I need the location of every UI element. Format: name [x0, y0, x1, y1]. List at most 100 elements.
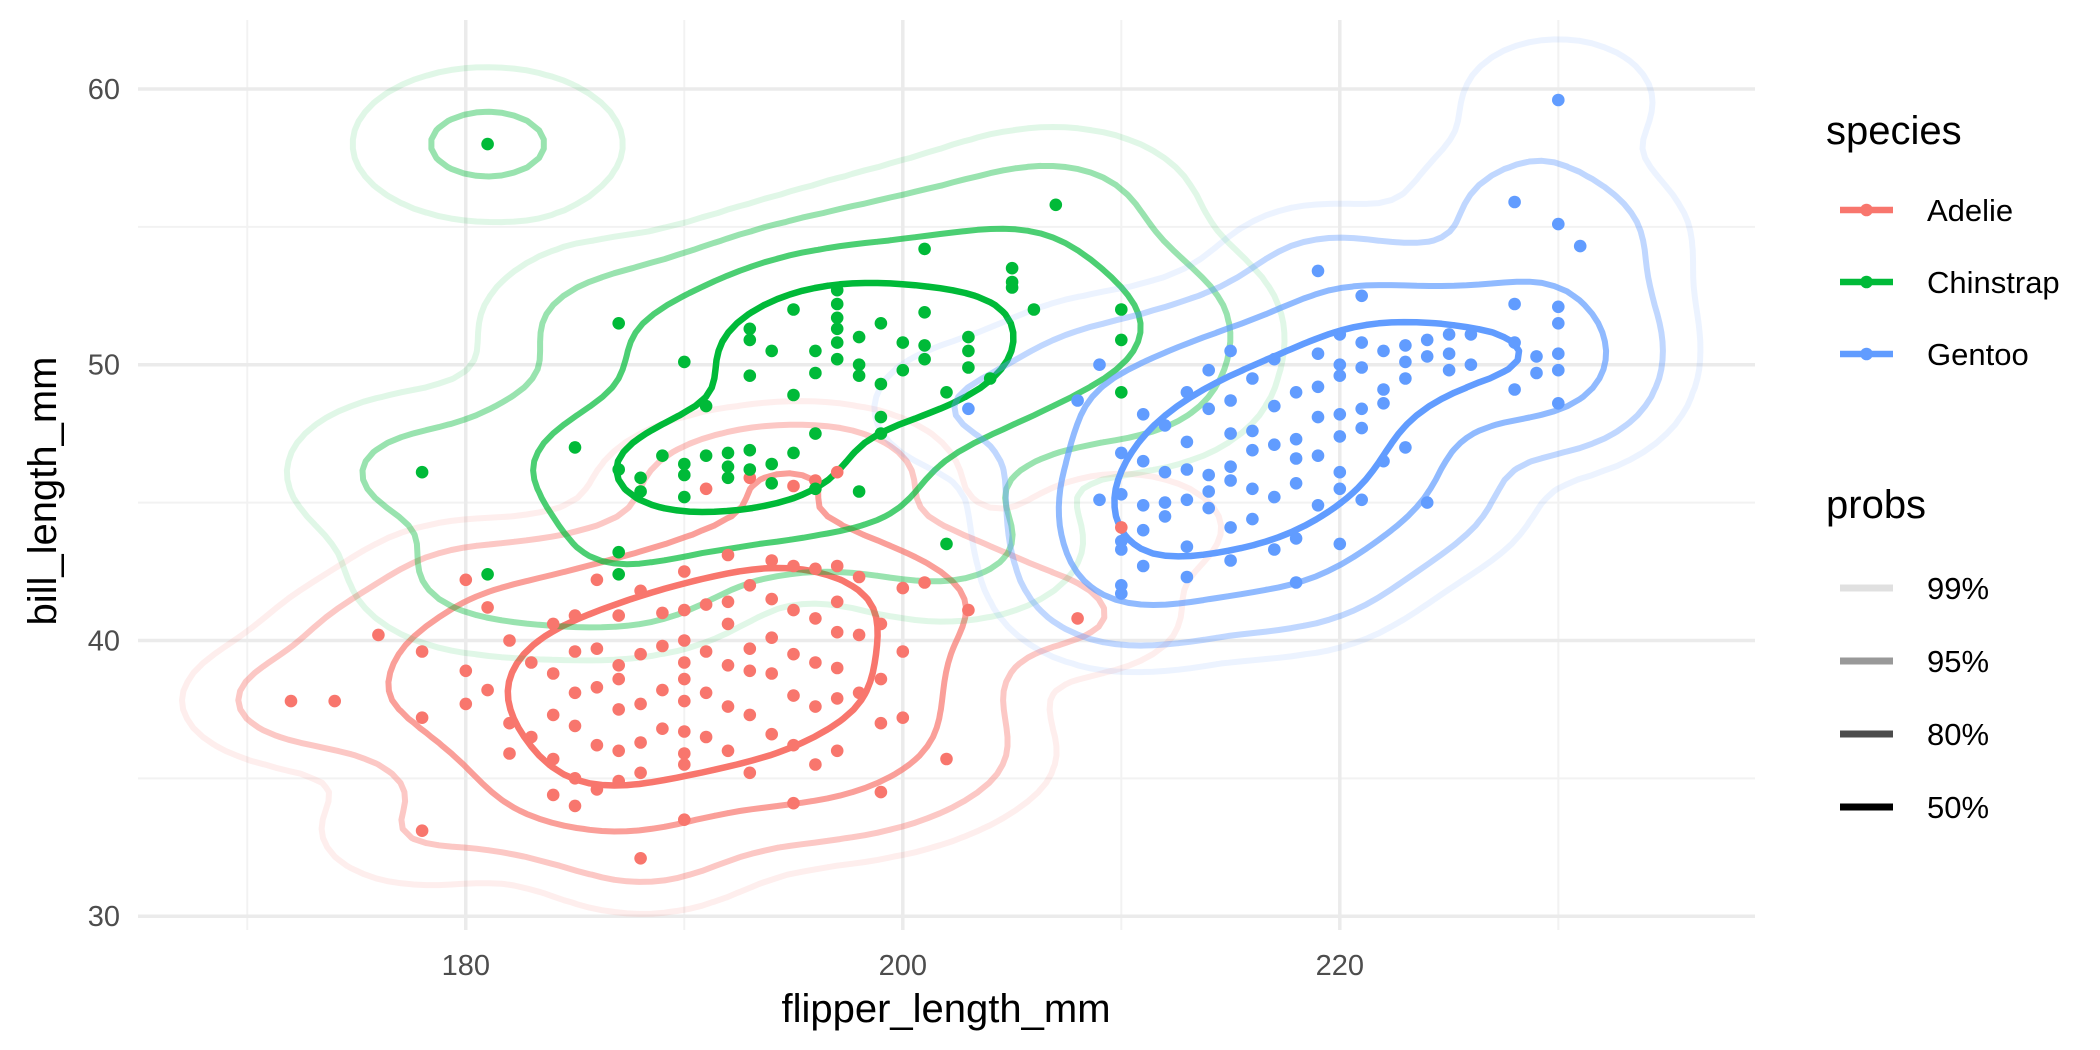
point-chinstrap — [612, 463, 625, 476]
point-chinstrap — [874, 317, 888, 330]
y-tick-label: 30 — [88, 901, 120, 933]
point-gentoo — [1136, 523, 1150, 537]
point-chinstrap — [699, 399, 713, 413]
contour-gentoo-95pct — [951, 157, 1666, 649]
point-gentoo — [1333, 358, 1347, 372]
point-adelie — [459, 573, 473, 587]
point-gentoo — [1136, 499, 1150, 512]
point-chinstrap — [721, 471, 735, 485]
legend-label-prob: 99% — [1927, 571, 1989, 606]
point-gentoo — [1158, 419, 1172, 432]
point-gentoo — [1442, 363, 1456, 377]
point-adelie — [765, 554, 778, 567]
point-chinstrap — [634, 485, 647, 498]
point-adelie — [787, 479, 800, 493]
point-adelie — [546, 617, 560, 631]
point-chinstrap — [481, 137, 494, 151]
point-gentoo — [1442, 347, 1456, 361]
point-adelie — [918, 576, 931, 589]
contour-adelie-50pct — [504, 564, 881, 789]
point-adelie — [415, 645, 429, 658]
point-chinstrap — [874, 410, 888, 424]
point-gentoo — [1508, 383, 1521, 396]
point-gentoo — [1180, 570, 1194, 584]
point-adelie — [830, 559, 844, 573]
legend-species-entries: Adelie Chinstrap Gentoo — [1840, 193, 2060, 372]
point-chinstrap — [983, 372, 997, 385]
contour-gentoo-99pct — [871, 36, 1704, 676]
point-adelie — [1071, 612, 1084, 625]
point-gentoo — [1268, 399, 1281, 413]
point-chinstrap — [918, 339, 931, 352]
contour-chinstrap-80pct — [530, 225, 1144, 568]
point-adelie — [830, 661, 844, 675]
y-tick-label: 50 — [88, 350, 120, 382]
point-chinstrap — [896, 363, 910, 377]
point-adelie — [503, 634, 516, 647]
legend-label-chinstrap: Chinstrap — [1927, 265, 2060, 300]
point-gentoo — [1093, 358, 1106, 372]
point-chinstrap — [721, 446, 735, 460]
point-adelie — [568, 645, 582, 658]
point-adelie — [590, 681, 604, 694]
point-chinstrap — [656, 449, 669, 463]
point-adelie — [546, 708, 560, 722]
point-gentoo — [1246, 443, 1259, 457]
point-gentoo — [1464, 328, 1478, 341]
point-chinstrap — [612, 317, 625, 330]
point-adelie — [656, 606, 669, 620]
contour-chinstrap-99pct — [283, 64, 1288, 664]
point-adelie — [415, 711, 429, 724]
point-adelie — [787, 796, 800, 810]
point-gentoo — [1333, 369, 1347, 383]
point-adelie — [743, 708, 757, 722]
point-adelie — [656, 639, 669, 653]
point-adelie — [634, 766, 647, 780]
point-adelie — [830, 625, 844, 639]
point-chinstrap — [830, 297, 844, 311]
point-adelie — [721, 595, 735, 609]
point-gentoo — [1311, 410, 1325, 424]
point-adelie — [896, 711, 910, 724]
point-chinstrap — [874, 377, 888, 391]
contour-adelie-80pct — [385, 470, 970, 835]
legend-species-title: species — [1826, 109, 1962, 153]
point-gentoo — [1420, 496, 1434, 509]
point-adelie — [656, 683, 669, 697]
point-chinstrap — [809, 427, 822, 440]
point-adelie — [874, 785, 888, 799]
point-adelie — [459, 697, 473, 711]
point-gentoo — [1333, 430, 1347, 443]
point-gentoo — [1115, 446, 1128, 460]
point-gentoo — [1311, 449, 1325, 463]
point-adelie — [721, 659, 735, 672]
point-adelie — [612, 744, 625, 758]
point-adelie — [962, 603, 975, 617]
point-adelie — [699, 482, 713, 496]
point-gentoo — [1377, 397, 1390, 410]
point-chinstrap — [896, 336, 910, 349]
point-gentoo — [1180, 493, 1194, 507]
legend-probs-title: probs — [1826, 483, 1926, 527]
point-gentoo — [1442, 328, 1456, 341]
point-chinstrap — [1049, 198, 1063, 212]
point-chinstrap — [787, 388, 800, 402]
x-axis-ticks: 180 200 220 — [442, 950, 1364, 982]
point-gentoo — [1246, 512, 1259, 526]
point-gentoo — [1180, 386, 1194, 399]
point-adelie — [699, 686, 713, 700]
point-chinstrap — [765, 344, 778, 358]
point-chinstrap — [1115, 333, 1128, 347]
point-gentoo — [1355, 493, 1368, 507]
point-gentoo — [1246, 424, 1259, 438]
point-gentoo — [1136, 454, 1150, 468]
point-adelie — [765, 631, 778, 644]
point-adelie — [699, 598, 713, 611]
point-adelie — [896, 581, 910, 595]
point-gentoo — [1399, 339, 1412, 352]
point-adelie — [678, 694, 691, 708]
point-adelie — [656, 722, 669, 735]
point-adelie — [678, 672, 691, 686]
point-gentoo — [1552, 363, 1565, 377]
